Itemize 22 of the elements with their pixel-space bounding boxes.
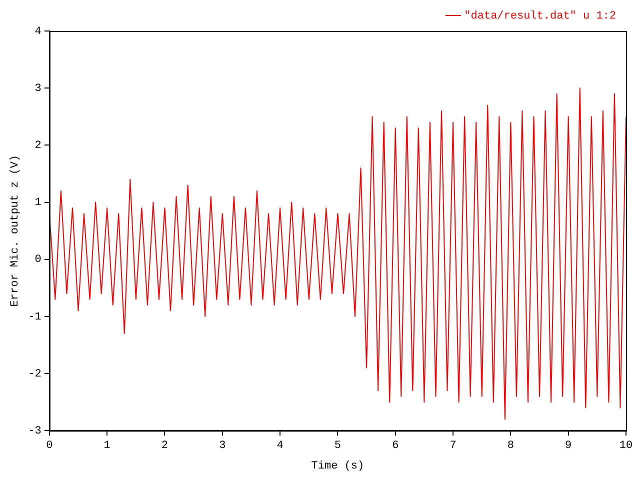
x-tick-label: 8 [507, 440, 514, 452]
y-tick-label: 2 [34, 140, 42, 152]
x-tick-label: 1 [104, 440, 111, 452]
legend-label: "data/result.dat" u 1:2 [464, 10, 616, 22]
x-tick-label: 6 [392, 440, 399, 452]
y-tick-label: 4 [34, 26, 42, 38]
x-tick-label: 9 [565, 440, 572, 452]
x-tick-label: 3 [219, 440, 226, 452]
y-tick-label: -3 [28, 426, 42, 438]
x-tick-label: 2 [161, 440, 168, 452]
x-tick-label: 0 [46, 440, 53, 452]
x-axis-title: Time (s) [311, 460, 364, 472]
x-tick-label: 5 [334, 440, 342, 452]
y-tick-label: 1 [34, 197, 42, 210]
y-tick-label: 0 [34, 254, 42, 266]
x-tick-label: 7 [450, 440, 456, 452]
y-axis-title: Error Mic. output z (V) [10, 154, 22, 307]
y-tick-label: 3 [34, 82, 42, 95]
x-tick-label: 10 [619, 440, 633, 452]
x-tick-label: 4 [276, 440, 284, 452]
y-tick-label: -2 [28, 368, 42, 380]
y-tick-label: -1 [28, 311, 42, 324]
